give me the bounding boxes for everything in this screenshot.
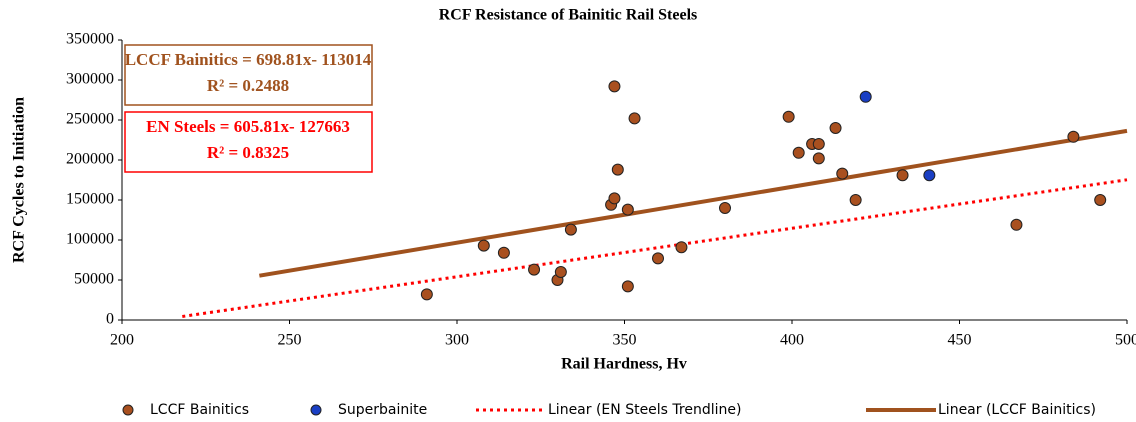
y-tick-label: 350000 [66,31,114,48]
point [652,252,664,265]
point [719,202,731,214]
x-axis-label: Rail Hardness, Hv [561,356,687,373]
y-tick-label: 150000 [66,191,114,208]
x-tick-label: 500 [1115,332,1136,349]
x-tick-label: 200 [110,332,134,349]
point [477,239,490,252]
x-tick-label: 400 [780,332,804,349]
legend-marker [310,404,322,416]
y-tick-label: 300000 [66,71,114,88]
point [621,203,634,216]
chart-title: RCF Resistance of Bainitic Rail Steels [439,7,697,24]
point [792,146,805,159]
x-tick-label: 300 [445,332,469,349]
point [628,112,641,125]
y-axis-label: RCF Cycles to Initiation [11,97,28,263]
point [608,192,621,205]
legend-label: Linear (EN Steels Trendline) [548,402,741,418]
point [564,223,577,236]
annotation-text: LCCF Bainitics = 698.81x- 113014 [125,50,372,69]
point [812,152,825,165]
point [896,169,909,182]
annotation-text: R² = 0.2488 [207,76,289,95]
legend-label: LCCF Bainitics [150,402,249,418]
point [923,169,936,182]
legend-label: Linear (LCCF Bainitics) [938,402,1096,418]
point [829,122,842,134]
point [497,246,510,259]
point [836,167,849,180]
y-tick-label: 200000 [66,151,114,168]
point [420,288,433,301]
point [812,138,825,150]
point [528,263,541,276]
legend-label: Superbainite [338,402,427,418]
point [554,266,567,278]
point [1010,218,1023,231]
trendline [259,128,1128,278]
annotation-text: EN Steels = 605.81x- 127663 [146,117,350,136]
point [1094,194,1107,206]
x-tick-label: 350 [613,332,637,349]
y-tick-label: 250000 [66,111,114,128]
trendline [182,178,1128,318]
y-tick-label: 50000 [74,271,114,288]
x-tick-label: 250 [278,332,302,349]
annotation-box [124,44,373,106]
point [849,194,862,206]
y-tick-label: 0 [106,311,114,328]
point [608,80,621,93]
point [611,163,624,176]
y-tick-label: 100000 [66,231,114,248]
point [782,110,795,123]
annotation-text: R² = 0.8325 [207,143,289,162]
point [1067,130,1080,143]
point [621,280,634,293]
legend-marker [122,404,134,416]
annotation-box [124,111,373,173]
x-tick-label: 450 [948,332,972,349]
point [675,241,688,254]
point [859,90,872,103]
